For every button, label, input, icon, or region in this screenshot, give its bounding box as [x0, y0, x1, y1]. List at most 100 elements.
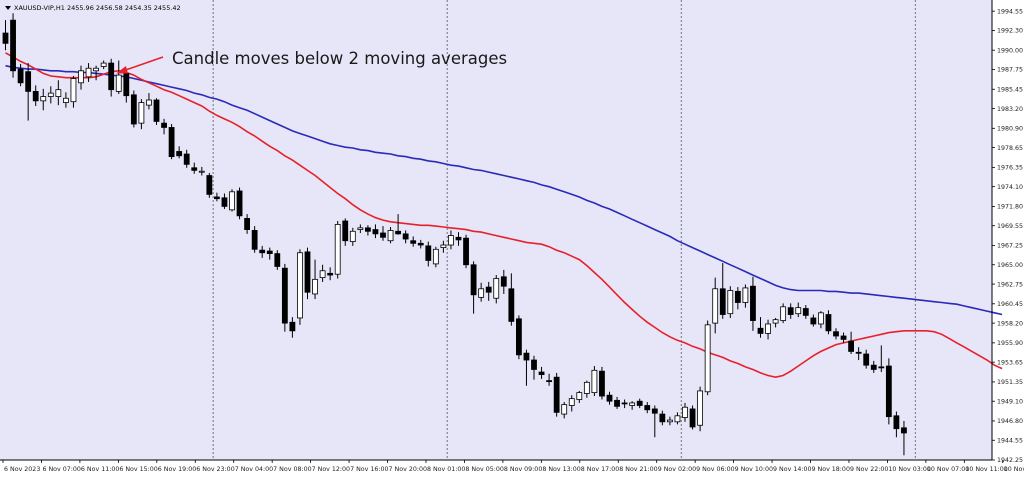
candle[interactable]: [719, 263, 726, 319]
candle[interactable]: [130, 90, 137, 128]
candle[interactable]: [538, 366, 545, 379]
candle[interactable]: [380, 226, 386, 241]
candle[interactable]: [463, 234, 469, 269]
candle[interactable]: [319, 264, 326, 282]
candle[interactable]: [55, 80, 62, 106]
candle[interactable]: [259, 245, 266, 258]
candle[interactable]: [387, 226, 394, 244]
candle[interactable]: [795, 302, 802, 318]
candle[interactable]: [772, 317, 779, 328]
candle[interactable]: [810, 314, 817, 327]
candle[interactable]: [236, 187, 243, 220]
candle[interactable]: [289, 317, 296, 338]
candle[interactable]: [599, 366, 605, 400]
candle[interactable]: [349, 227, 356, 246]
candle[interactable]: [281, 263, 288, 332]
candle[interactable]: [750, 276, 756, 331]
candle[interactable]: [425, 241, 432, 267]
candle[interactable]: [10, 13, 16, 78]
candle[interactable]: [531, 355, 537, 380]
candle[interactable]: [470, 261, 477, 314]
candle[interactable]: [712, 277, 719, 334]
candle[interactable]: [583, 380, 590, 398]
candle[interactable]: [221, 193, 228, 209]
candle[interactable]: [901, 420, 907, 456]
candle[interactable]: [765, 319, 771, 340]
candle[interactable]: [138, 99, 145, 130]
candle[interactable]: [500, 269, 507, 294]
candle[interactable]: [70, 75, 77, 108]
candle[interactable]: [878, 345, 885, 373]
candle[interactable]: [100, 60, 107, 70]
candle[interactable]: [689, 405, 696, 430]
candle[interactable]: [870, 360, 877, 373]
candle[interactable]: [516, 315, 522, 360]
candle[interactable]: [161, 118, 167, 135]
candle[interactable]: [674, 412, 681, 425]
candle[interactable]: [621, 399, 628, 409]
candle[interactable]: [229, 189, 235, 212]
candle[interactable]: [485, 281, 492, 301]
candle[interactable]: [440, 240, 447, 253]
candle[interactable]: [304, 247, 311, 300]
candle[interactable]: [553, 372, 560, 417]
candle[interactable]: [614, 396, 620, 409]
candle[interactable]: [644, 402, 651, 414]
candle[interactable]: [546, 373, 552, 386]
candle[interactable]: [833, 328, 839, 340]
candle[interactable]: [727, 286, 734, 318]
candle[interactable]: [508, 273, 515, 326]
candle[interactable]: [704, 320, 711, 396]
plot-area[interactable]: [0, 0, 992, 460]
candle[interactable]: [402, 230, 409, 244]
candle[interactable]: [63, 92, 69, 108]
candle[interactable]: [576, 390, 583, 403]
candle[interactable]: [198, 166, 205, 176]
candle[interactable]: [802, 305, 809, 319]
candle[interactable]: [478, 282, 485, 302]
candle[interactable]: [213, 192, 220, 202]
candle[interactable]: [432, 246, 439, 268]
candle[interactable]: [561, 402, 568, 419]
candle[interactable]: [274, 250, 281, 270]
candle[interactable]: [757, 317, 764, 338]
candle[interactable]: [108, 58, 115, 97]
candle[interactable]: [251, 226, 258, 253]
candle[interactable]: [297, 249, 303, 325]
candle[interactable]: [893, 411, 900, 438]
candle[interactable]: [244, 214, 251, 234]
candle[interactable]: [206, 172, 213, 198]
candle[interactable]: [40, 88, 47, 111]
candle[interactable]: [734, 287, 741, 310]
candle[interactable]: [395, 214, 402, 235]
candle[interactable]: [818, 311, 824, 329]
candle[interactable]: [25, 63, 32, 121]
candle[interactable]: [787, 303, 794, 319]
candle[interactable]: [417, 239, 424, 249]
candle[interactable]: [85, 63, 92, 82]
candle[interactable]: [78, 65, 84, 90]
candle[interactable]: [667, 416, 673, 426]
candle[interactable]: [266, 247, 273, 260]
candle[interactable]: [176, 146, 183, 159]
candle[interactable]: [327, 267, 334, 281]
candle[interactable]: [629, 401, 636, 410]
candle[interactable]: [780, 303, 787, 324]
candle[interactable]: [93, 65, 99, 81]
candle[interactable]: [591, 366, 598, 397]
candle[interactable]: [606, 391, 613, 405]
candle[interactable]: [651, 405, 658, 438]
candle[interactable]: [153, 98, 160, 125]
candle[interactable]: [885, 358, 892, 425]
candle[interactable]: [840, 332, 847, 343]
candle[interactable]: [115, 60, 122, 94]
candle[interactable]: [659, 410, 666, 426]
candle[interactable]: [47, 86, 54, 104]
candle[interactable]: [32, 85, 39, 106]
candle[interactable]: [17, 63, 24, 87]
candle[interactable]: [825, 310, 832, 335]
candle[interactable]: [493, 275, 500, 304]
candle[interactable]: [146, 93, 152, 110]
